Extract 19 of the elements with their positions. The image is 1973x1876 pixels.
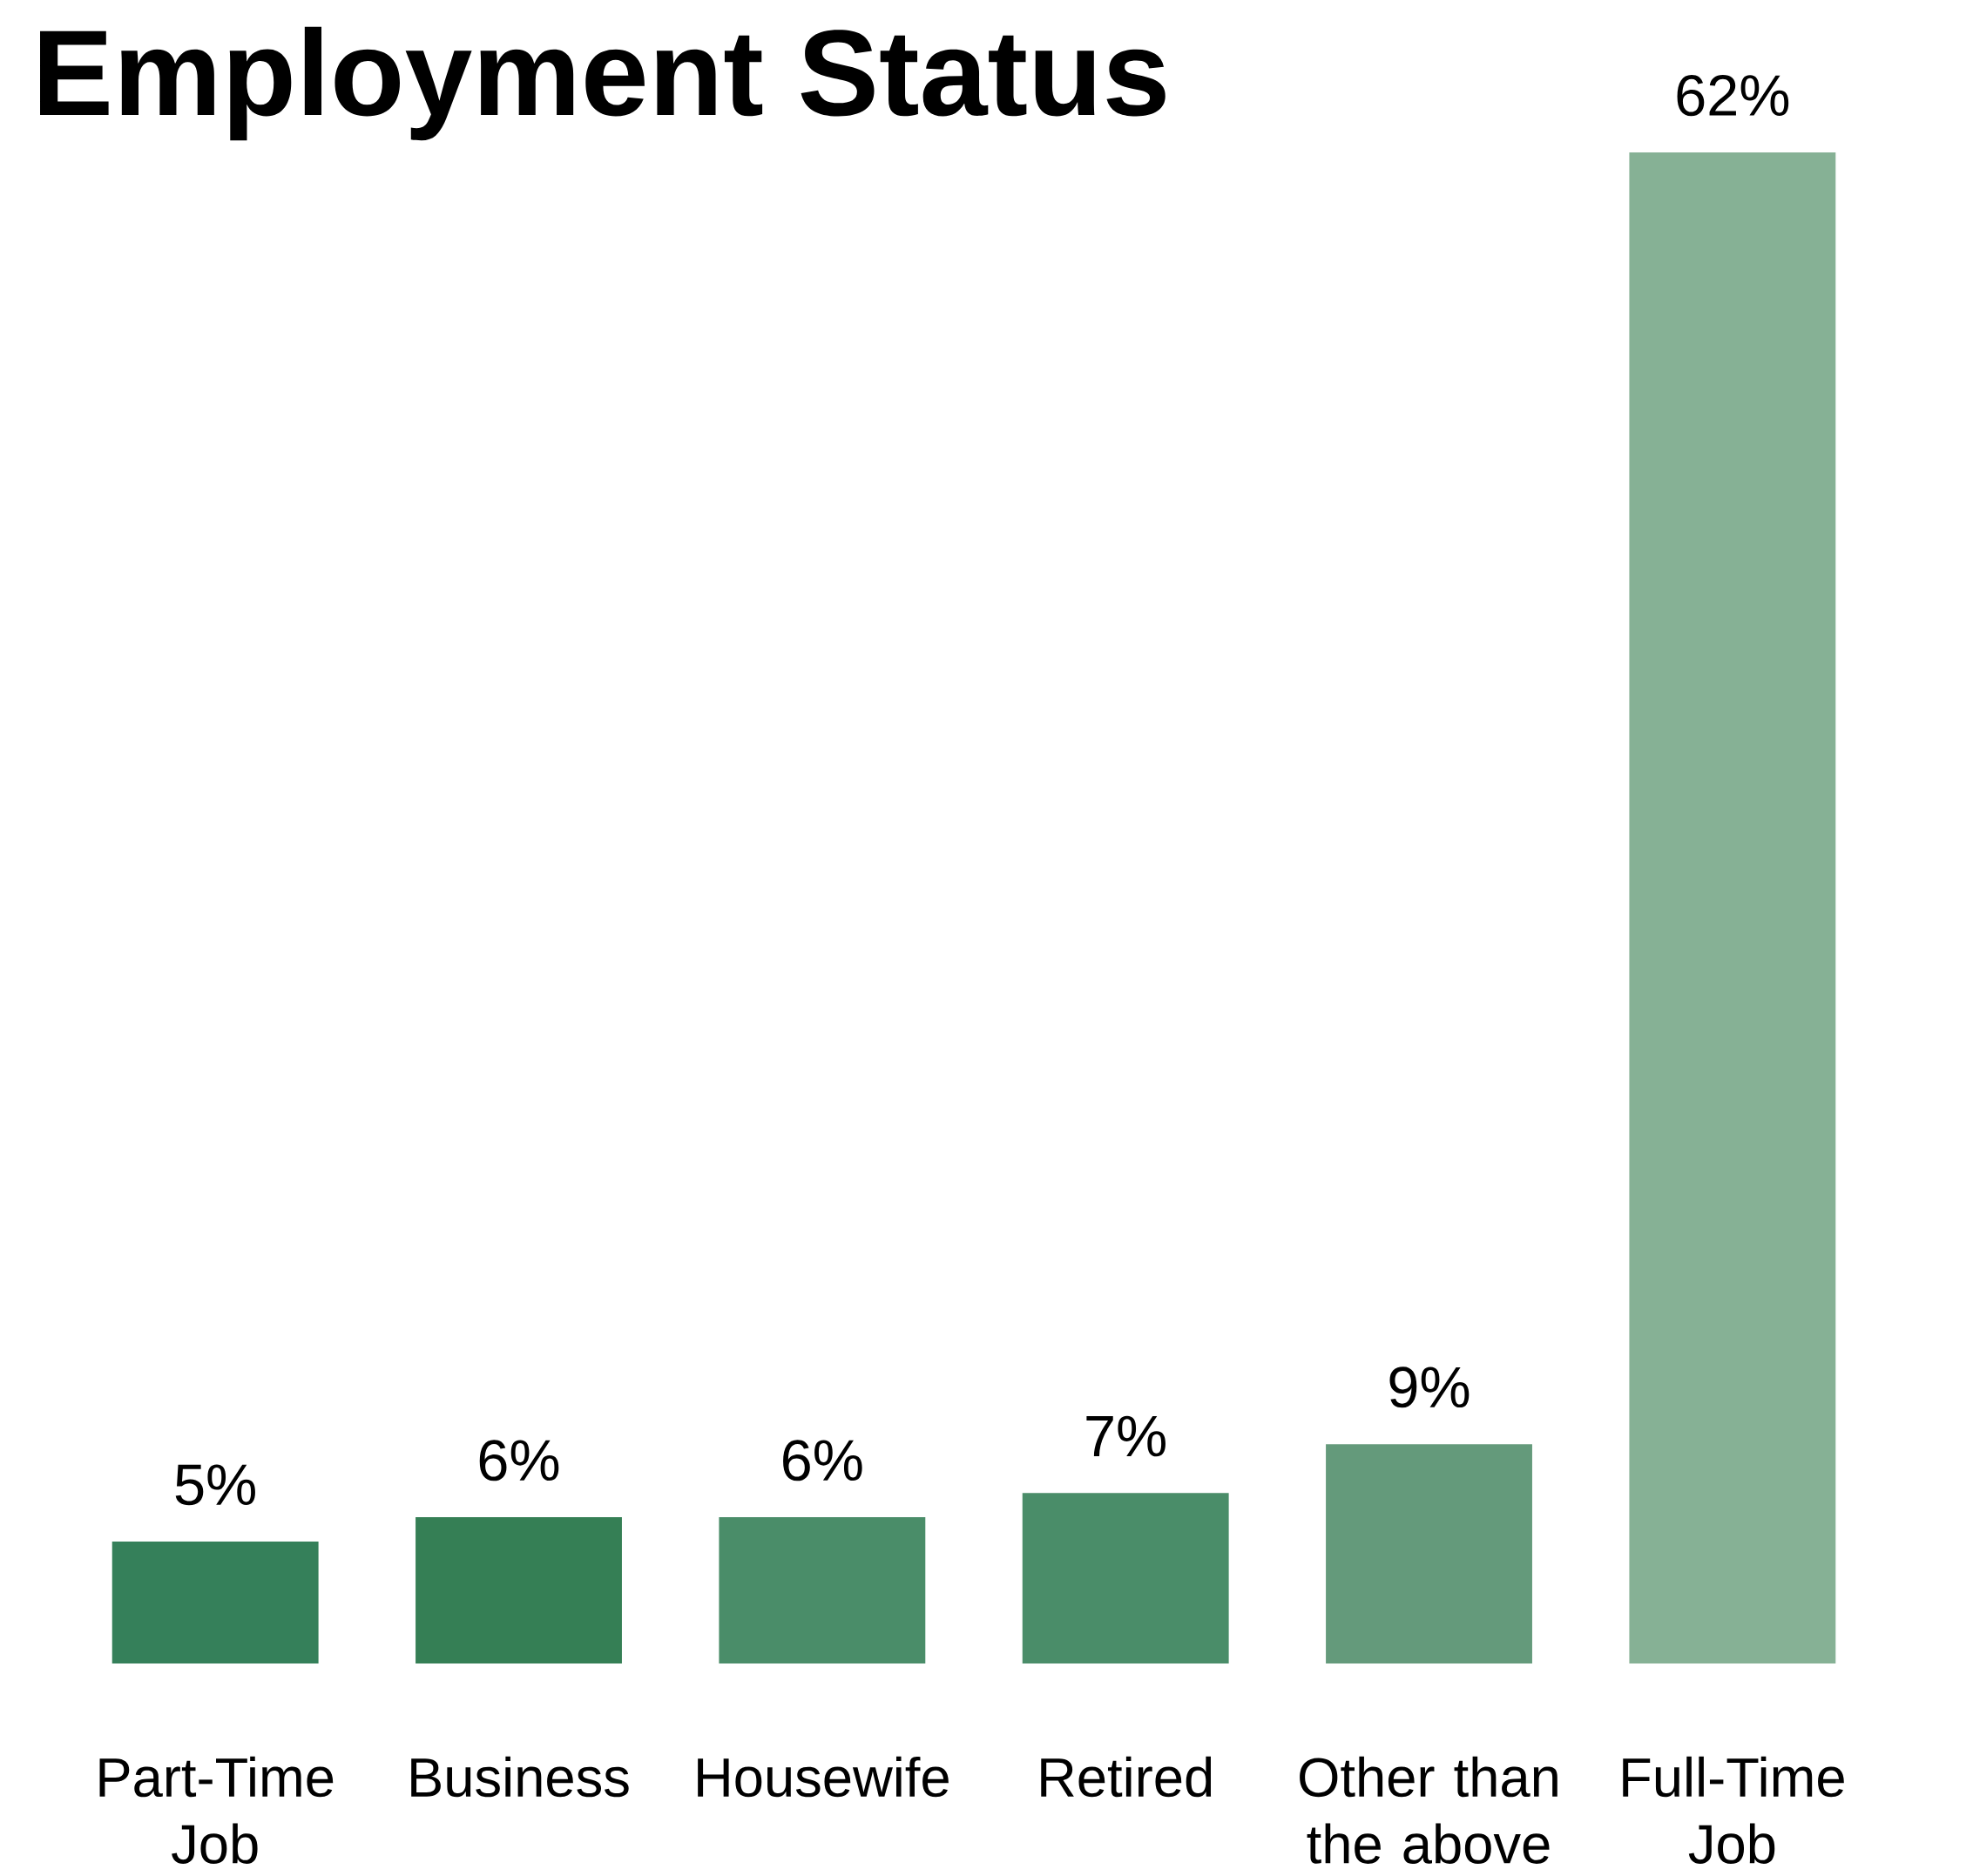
- data-label: 62%: [1677, 75, 1789, 117]
- chart-title: Employment Status: [40, 26, 1166, 141]
- bar: [416, 1517, 622, 1664]
- x-tick-label: Other than the above: [1300, 1756, 1557, 1864]
- bar: [719, 1517, 926, 1664]
- bar: [111, 1542, 319, 1664]
- bar: [1326, 1444, 1532, 1664]
- x-tick-label: Business: [411, 1756, 629, 1798]
- data-label: 7%: [1086, 1415, 1166, 1457]
- x-tick-label: Part-Time Job: [99, 1756, 334, 1864]
- x-tick-label: Full-Time Job: [1623, 1756, 1844, 1864]
- bar: [1022, 1493, 1229, 1664]
- data-label: 6%: [479, 1440, 559, 1481]
- x-tick-label: Housewife: [698, 1756, 949, 1798]
- bar: [1629, 152, 1836, 1664]
- x-tick-label: Retired: [1041, 1756, 1212, 1798]
- data-label: 6%: [783, 1440, 862, 1481]
- data-label: 9%: [1389, 1367, 1470, 1408]
- data-label: 5%: [175, 1464, 255, 1506]
